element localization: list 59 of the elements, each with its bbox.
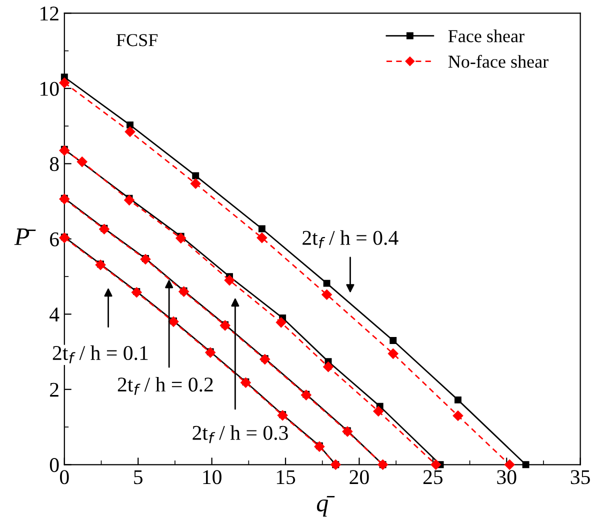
x-tick-label: 30	[497, 470, 516, 484]
point	[99, 224, 110, 234]
x-tick-label: 15	[276, 470, 296, 484]
point	[140, 254, 151, 264]
y-axis-title: P̄	[14, 228, 36, 245]
point	[430, 460, 441, 470]
point	[322, 289, 332, 300]
x-tick-label: 10	[203, 470, 222, 484]
annotation: FCSF	[116, 34, 158, 46]
point	[504, 460, 515, 470]
y-tick-label: 12	[40, 6, 58, 20]
x-tick-label: 0	[60, 470, 69, 484]
point	[126, 121, 134, 128]
point	[190, 178, 201, 189]
point	[205, 347, 216, 358]
point	[522, 461, 530, 468]
point	[373, 406, 384, 416]
annotation: 2t$_{f}$ / h = 0.2	[118, 376, 213, 395]
point	[224, 275, 235, 286]
point	[124, 126, 136, 137]
point	[220, 320, 230, 331]
annotation: 2t$_{f}$ / h = 0.4	[302, 230, 398, 248]
point	[276, 317, 286, 328]
point	[192, 172, 200, 180]
y-tick-label: 8	[50, 157, 59, 172]
point	[452, 410, 464, 421]
point	[388, 348, 398, 359]
point	[314, 441, 325, 452]
point	[258, 225, 266, 232]
point	[168, 316, 179, 327]
point	[240, 378, 251, 388]
point	[76, 156, 88, 167]
y-tick-label: 6	[50, 232, 59, 246]
point	[454, 396, 462, 404]
point	[59, 194, 70, 204]
annotation: 2t$_{f}$ / h = 0.1	[52, 345, 148, 364]
legend-label: Face shear	[448, 30, 524, 42]
legend-label: No-face shear	[448, 54, 548, 68]
x-tick-label: 35	[570, 470, 590, 484]
point	[124, 195, 134, 206]
y-tick-label: 10	[40, 82, 59, 96]
point	[301, 390, 312, 400]
point	[323, 362, 334, 372]
point	[178, 286, 189, 297]
point	[59, 145, 70, 156]
annotation: 2t$_{f}$ / h = 0.3	[192, 425, 288, 444]
y-tick-label: 2	[50, 382, 58, 397]
point	[342, 426, 353, 437]
point	[256, 232, 268, 243]
x-tick-label: 5	[134, 470, 143, 484]
point	[176, 233, 186, 244]
x-tick-label: 25	[423, 470, 443, 484]
point	[323, 280, 330, 287]
y-tick-label: 0	[50, 458, 59, 472]
x-axis-title: q̄	[316, 496, 335, 517]
y-tick-label: 4	[50, 308, 60, 322]
point	[390, 337, 397, 344]
point	[59, 78, 70, 88]
x-tick-label: 20	[350, 470, 369, 484]
